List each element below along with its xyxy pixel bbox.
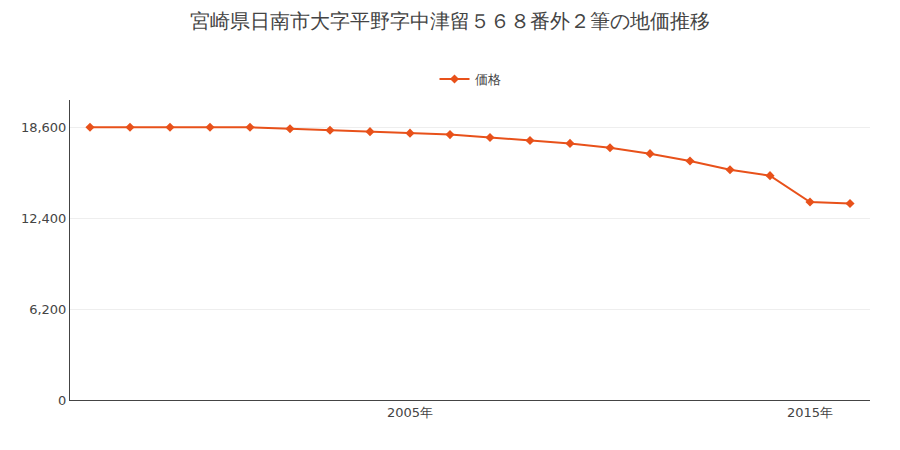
svg-text:2005年: 2005年 [387, 405, 433, 420]
svg-text:6,200: 6,200 [29, 302, 66, 317]
svg-text:18,600: 18,600 [21, 120, 67, 135]
svg-text:2015年: 2015年 [787, 405, 833, 420]
svg-text:価格: 価格 [475, 72, 501, 87]
svg-text:宮崎県日南市大字平野字中津留５６８番外２筆の地価推移: 宮崎県日南市大字平野字中津留５６８番外２筆の地価推移 [190, 9, 710, 33]
svg-text:12,400: 12,400 [21, 211, 67, 226]
svg-text:0: 0 [58, 393, 66, 408]
